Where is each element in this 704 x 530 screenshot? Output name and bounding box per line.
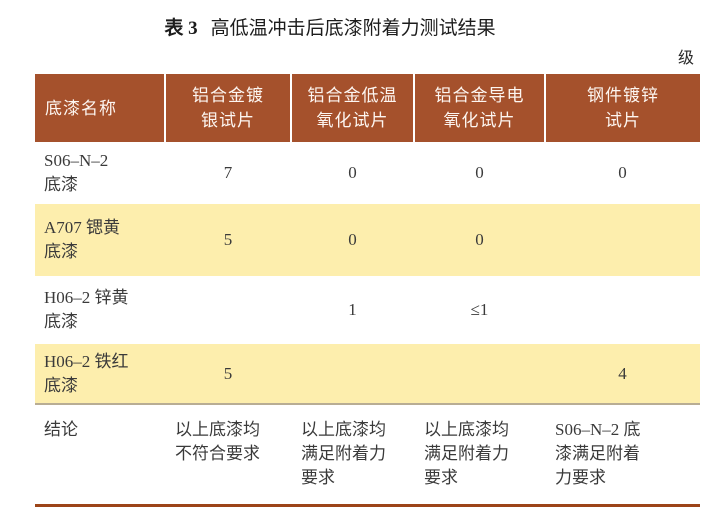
cell-value: [545, 276, 700, 344]
conclusion-row: 结论 以上底漆均 不符合要求 以上底漆均 满足附着力 要求 以上底漆均 满足附着…: [35, 403, 700, 507]
cell-value: 1: [348, 300, 357, 319]
column-header-al-silver: 铝合金镀 银试片: [164, 74, 291, 142]
cell-value: 5: [223, 230, 233, 249]
cell-value: 0: [348, 163, 357, 182]
table-caption: 表 3 高低温冲击后底漆附着力测试结果: [0, 13, 660, 40]
cell-value: 4: [618, 363, 627, 383]
table-title: 高低温冲击后底漆附着力测试结果: [210, 18, 496, 39]
row-label: S06–N–2 底漆: [44, 151, 109, 194]
table-row-h062-iron-red: H06–2 铁红 底漆 5 4: [35, 344, 700, 404]
table-body: S06–N–2 底漆 7 0 0 0 A707 锶黄 底漆 5 0 0 H06–…: [35, 142, 700, 507]
cell-value: 0: [475, 163, 484, 182]
column-header-al-conductive-oxide: 铝合金导电 氧化试片: [413, 74, 545, 142]
table-row-h062-zinc-yellow: H06–2 锌黄 底漆 1 ≤1: [35, 276, 700, 344]
conclusion-cell: S06–N–2 底 漆满足附着 力要求: [545, 403, 700, 507]
row-label: H06–2 铁红 底漆: [44, 351, 129, 395]
conclusion-label: 结论: [35, 403, 165, 507]
cell-value: 0: [475, 230, 484, 249]
column-header-primer-name: 底漆名称: [35, 74, 165, 142]
table-number: 表 3: [164, 18, 198, 39]
cell-value: [545, 204, 700, 276]
cell-value: 0: [348, 230, 357, 249]
cell-value: [165, 276, 291, 344]
table-header: 底漆名称 铝合金镀 银试片 铝合金低温 氧化试片 铝合金导电 氧化试片 钢件镀锌…: [35, 74, 700, 142]
column-header-steel-zinc: 钢件镀锌 试片: [544, 74, 700, 142]
column-header-al-lowtemp-oxide: 铝合金低温 氧化试片: [290, 74, 414, 142]
row-label: A707 锶黄 底漆: [44, 218, 121, 261]
cell-value: 7: [223, 163, 233, 182]
cell-value: ≤1: [470, 300, 489, 319]
table-row-a707: A707 锶黄 底漆 5 0 0: [35, 204, 700, 276]
cell-value: [291, 344, 414, 404]
cell-value: 0: [618, 163, 627, 182]
conclusion-cell: 以上底漆均 满足附着力 要求: [414, 403, 545, 507]
row-label: H06–2 锌黄 底漆: [44, 288, 129, 331]
cell-value: 5: [223, 363, 233, 383]
unit-label: 级: [677, 50, 694, 67]
conclusion-cell: 以上底漆均 不符合要求: [165, 403, 291, 507]
conclusion-cell: 以上底漆均 满足附着力 要求: [291, 403, 414, 507]
results-table: 底漆名称 铝合金镀 银试片 铝合金低温 氧化试片 铝合金导电 氧化试片 钢件镀锌…: [35, 74, 700, 507]
cell-value: [414, 344, 545, 404]
table-row-s06n2: S06–N–2 底漆 7 0 0 0: [35, 142, 700, 204]
header-row: 底漆名称 铝合金镀 银试片 铝合金低温 氧化试片 铝合金导电 氧化试片 钢件镀锌…: [35, 74, 700, 142]
